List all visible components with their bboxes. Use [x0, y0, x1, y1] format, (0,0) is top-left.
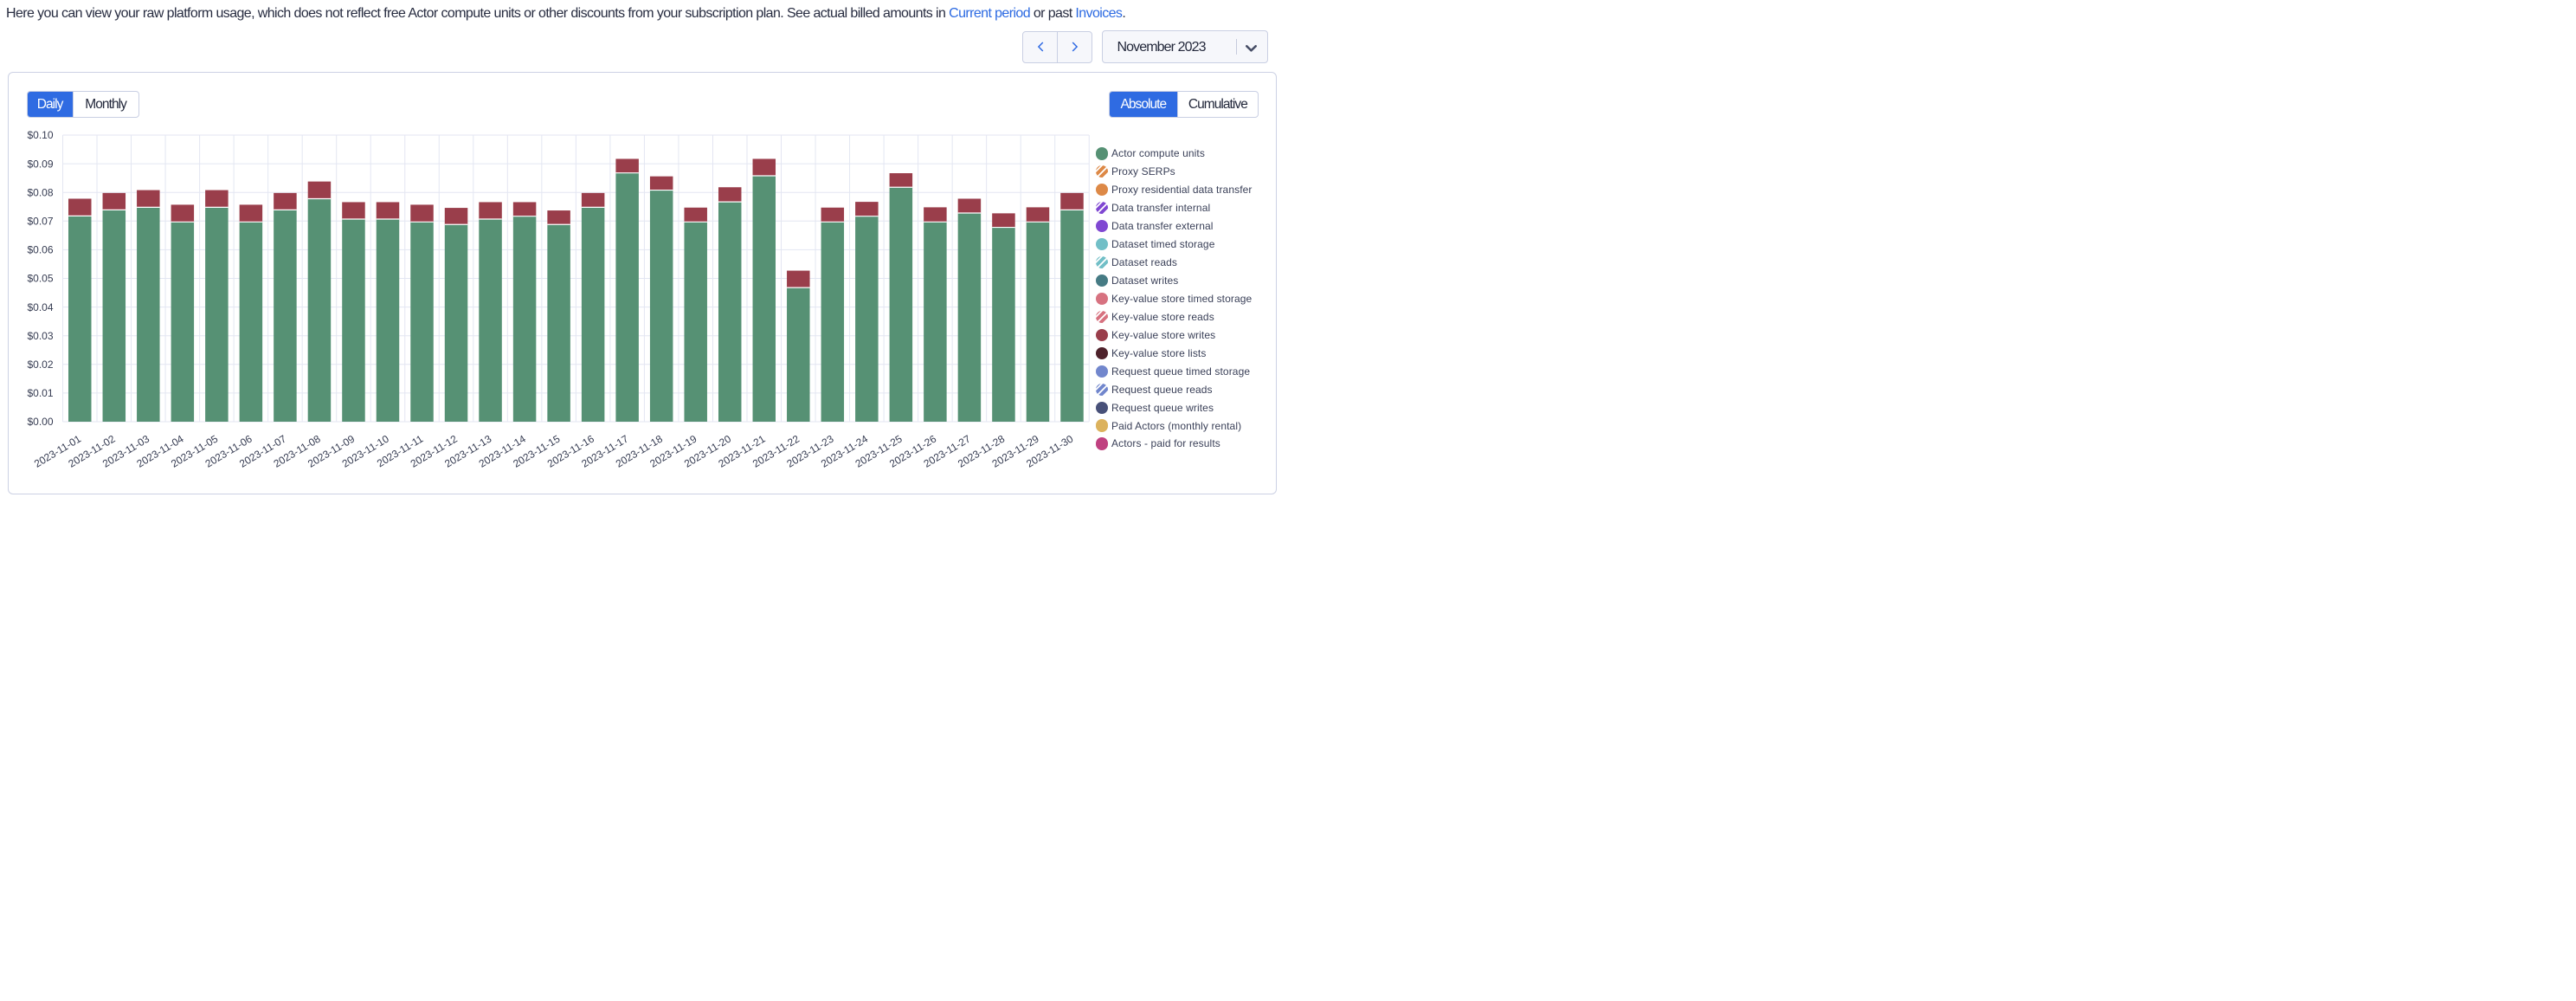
svg-text:$0.03: $0.03 [27, 330, 53, 342]
svg-text:$0.10: $0.10 [27, 129, 53, 141]
svg-text:$0.01: $0.01 [27, 387, 53, 399]
svg-text:$0.04: $0.04 [27, 301, 53, 313]
svg-text:$0.02: $0.02 [27, 358, 53, 371]
svg-text:$0.00: $0.00 [27, 416, 53, 428]
svg-text:$0.05: $0.05 [27, 273, 53, 285]
svg-text:$0.09: $0.09 [27, 158, 53, 170]
svg-text:$0.06: $0.06 [27, 244, 53, 256]
svg-text:$0.08: $0.08 [27, 186, 53, 198]
svg-text:$0.07: $0.07 [27, 216, 53, 228]
